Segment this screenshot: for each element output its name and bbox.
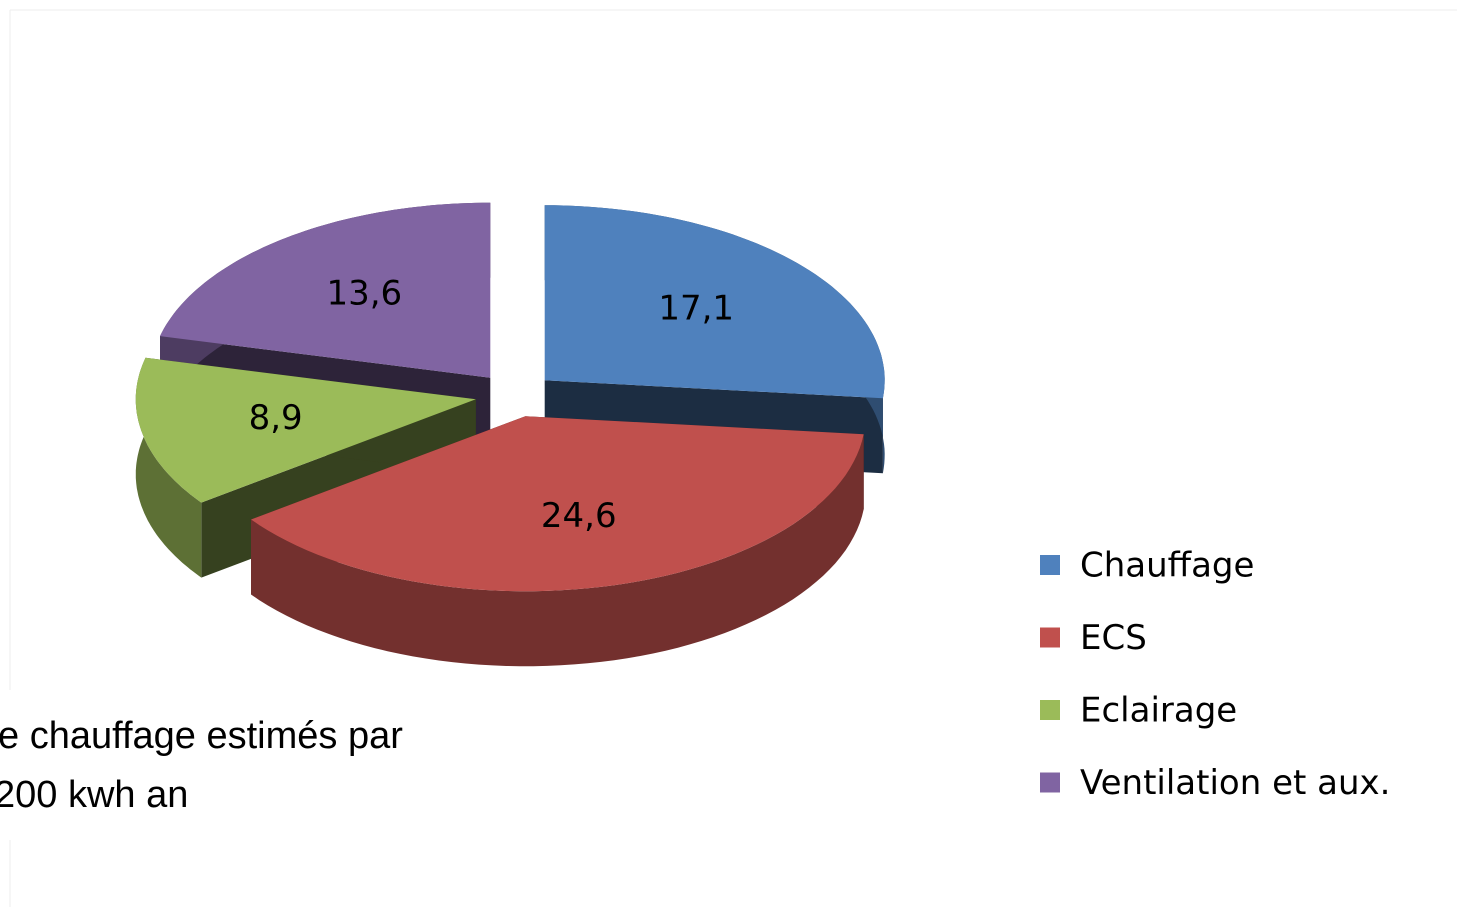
slice-top	[251, 416, 864, 592]
legend-swatch	[1040, 772, 1060, 793]
legend-label: Ventilation et aux.	[1080, 763, 1390, 803]
slice-top	[135, 357, 476, 503]
legend-swatch	[1040, 555, 1060, 575]
data-label: 17,1	[658, 288, 734, 328]
annotation: 200 kwh an	[0, 774, 188, 816]
legend-label: Eclairage	[1080, 691, 1237, 731]
data-label: 24,6	[541, 496, 617, 536]
slice-top	[160, 202, 491, 378]
slice-wall	[251, 434, 864, 667]
slice	[251, 416, 864, 667]
legend-swatch	[1040, 700, 1060, 720]
data-label: 13,6	[326, 274, 402, 314]
annotation: e chauffage estimés par	[0, 715, 403, 757]
slice-wall	[135, 357, 202, 578]
slice-top	[544, 205, 885, 399]
legend-swatch	[1040, 627, 1060, 648]
data-label: 8,9	[249, 398, 303, 438]
legend-label: ECS	[1080, 618, 1147, 658]
legend-label: Chauffage	[1080, 546, 1254, 586]
pie	[135, 202, 885, 667]
